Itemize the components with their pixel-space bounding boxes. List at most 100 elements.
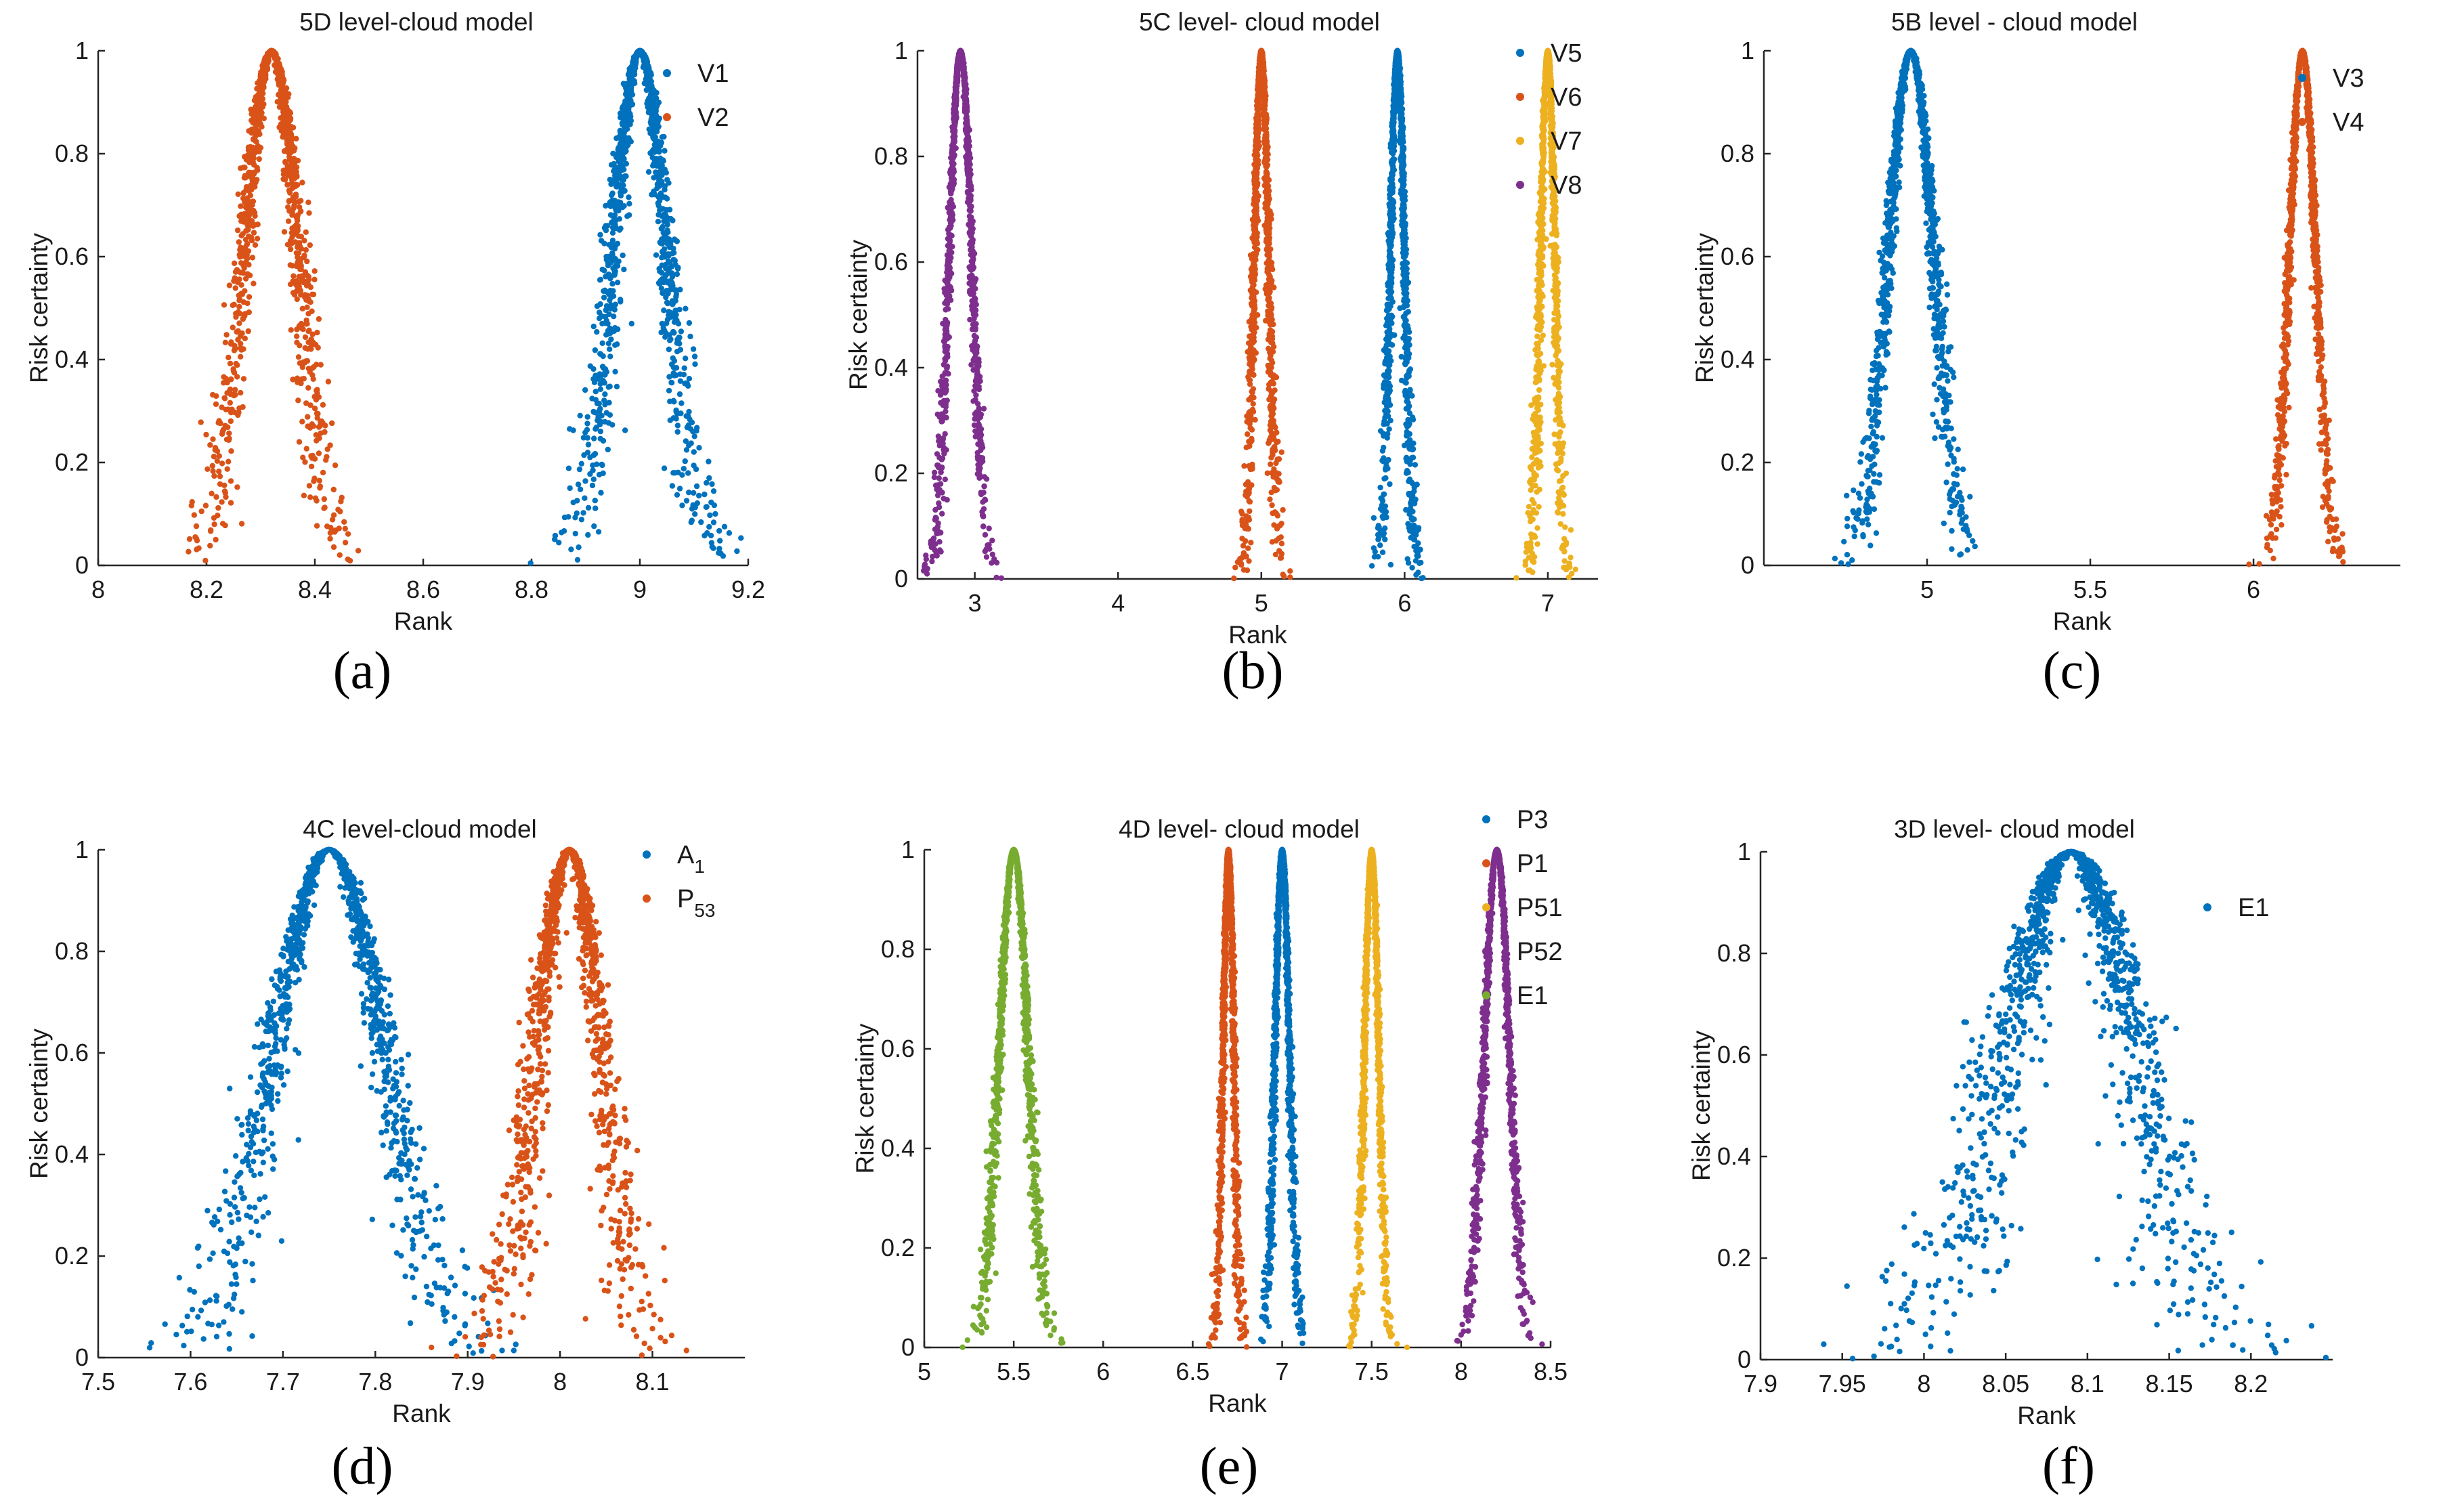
data-point	[669, 483, 676, 489]
data-point	[659, 249, 666, 255]
data-point	[574, 510, 580, 517]
data-point	[232, 285, 238, 291]
data-point	[610, 150, 616, 156]
data-point	[691, 353, 698, 360]
data-point	[1232, 564, 1238, 571]
data-point	[282, 159, 288, 166]
data-point	[738, 535, 744, 541]
data-point	[288, 140, 295, 146]
data-point	[312, 495, 319, 501]
data-point	[222, 339, 229, 345]
data-point	[1388, 242, 1394, 249]
data-point	[1245, 431, 1251, 437]
data-point	[251, 108, 258, 114]
data-point	[561, 514, 568, 521]
data-point	[294, 339, 300, 345]
data-point	[246, 188, 253, 194]
data-point	[664, 196, 670, 202]
data-point	[681, 365, 687, 371]
data-point	[595, 376, 601, 382]
data-point	[621, 108, 627, 114]
data-point	[615, 145, 622, 151]
data-point	[704, 479, 710, 486]
data-point	[239, 330, 245, 337]
data-point	[1390, 121, 1397, 127]
data-point	[1404, 323, 1410, 329]
data-point	[659, 320, 665, 327]
data-point	[315, 345, 321, 351]
data-point	[612, 368, 618, 375]
data-point	[316, 450, 322, 456]
data-point	[582, 478, 588, 484]
series-V1	[527, 47, 744, 566]
data-point	[1249, 389, 1255, 395]
data-point	[1415, 525, 1422, 531]
data-point	[609, 192, 615, 198]
data-point	[234, 227, 241, 234]
data-point	[706, 458, 712, 465]
data-point	[652, 126, 659, 133]
data-point	[595, 529, 602, 535]
data-point	[321, 496, 327, 502]
data-point	[288, 327, 294, 333]
data-point	[207, 442, 213, 448]
y-tick-label: 1	[894, 37, 908, 64]
data-point	[1375, 525, 1381, 531]
data-point	[1389, 180, 1395, 187]
data-point	[225, 458, 232, 465]
data-point	[231, 370, 238, 376]
data-point	[643, 61, 649, 68]
data-point	[716, 527, 722, 534]
data-point	[608, 336, 614, 343]
data-point	[317, 483, 324, 490]
data-point	[1390, 199, 1397, 206]
data-point	[307, 299, 314, 305]
data-point	[238, 341, 244, 347]
x-tick-label: 8	[91, 576, 105, 603]
data-point	[198, 419, 204, 425]
data-point	[1398, 89, 1404, 96]
data-point	[655, 138, 662, 144]
data-point	[1238, 509, 1245, 515]
data-point	[1401, 210, 1407, 217]
data-point	[283, 104, 289, 111]
data-point	[1267, 355, 1273, 362]
data-point	[249, 237, 255, 244]
data-point	[209, 462, 215, 469]
data-point	[303, 400, 309, 406]
data-point	[663, 213, 669, 219]
data-point	[668, 379, 674, 386]
data-point	[650, 132, 656, 138]
data-point	[302, 294, 308, 301]
data-point	[219, 499, 225, 505]
data-point	[618, 192, 624, 199]
legend-marker	[663, 113, 671, 121]
data-point	[666, 346, 672, 353]
x-tick-label: 8.4	[298, 576, 332, 603]
data-point	[591, 435, 597, 441]
data-point	[213, 393, 219, 399]
data-point	[589, 482, 596, 489]
data-point	[600, 470, 606, 477]
data-point	[1408, 515, 1414, 521]
data-point	[244, 300, 251, 307]
data-point	[186, 536, 193, 542]
data-point	[1387, 561, 1394, 568]
data-point	[1401, 266, 1407, 272]
data-point	[226, 388, 232, 395]
data-point	[691, 449, 697, 455]
data-point	[284, 171, 291, 177]
data-point	[228, 478, 234, 484]
data-point	[605, 223, 611, 229]
data-point	[255, 221, 261, 228]
data-point	[614, 240, 621, 246]
data-point	[682, 458, 688, 465]
data-point	[1388, 269, 1394, 276]
data-point	[1287, 574, 1293, 580]
data-point	[603, 410, 609, 416]
data-point	[612, 173, 618, 179]
data-point	[236, 409, 242, 416]
data-point	[211, 521, 217, 527]
series-V5	[1368, 47, 1426, 582]
data-point	[620, 204, 626, 211]
